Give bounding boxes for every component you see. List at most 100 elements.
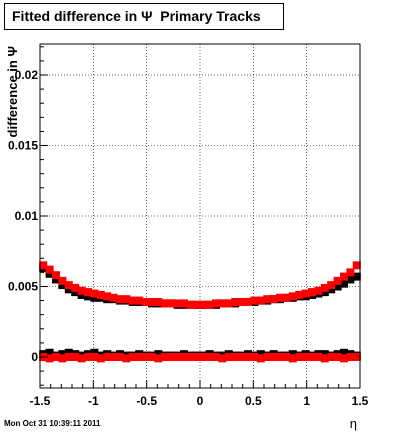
data-point xyxy=(103,352,112,361)
data-point xyxy=(346,268,355,277)
data-point xyxy=(333,282,342,291)
data-point xyxy=(167,299,176,308)
data-point xyxy=(77,290,86,299)
data-point xyxy=(103,292,112,301)
data-point xyxy=(205,300,214,309)
data-point xyxy=(340,354,348,363)
x-tick-label: 0.5 xyxy=(245,394,262,408)
data-point xyxy=(352,272,361,281)
data-point xyxy=(231,298,240,306)
data-point xyxy=(96,290,105,299)
data-point xyxy=(288,354,297,363)
y-tick-label: 0 xyxy=(31,350,38,364)
data-point xyxy=(314,352,323,361)
data-point xyxy=(205,352,214,361)
data-point xyxy=(71,283,80,292)
data-point xyxy=(160,352,169,361)
data-point xyxy=(122,295,131,304)
data-point xyxy=(192,352,201,361)
data-point xyxy=(320,350,329,359)
data-point xyxy=(340,272,348,281)
data-point xyxy=(346,275,355,284)
data-point xyxy=(160,299,169,308)
data-point xyxy=(96,354,105,363)
data-point xyxy=(282,352,291,361)
data-point xyxy=(135,296,144,305)
timestamp: Mon Oct 31 10:39:11 2011 xyxy=(4,419,101,428)
data-point xyxy=(109,293,118,302)
data-point xyxy=(237,298,246,306)
data-point xyxy=(263,352,272,361)
data-point xyxy=(212,299,220,308)
data-point xyxy=(84,292,92,301)
data-point xyxy=(250,352,259,361)
data-point xyxy=(84,352,92,361)
data-point xyxy=(64,285,73,294)
data-point xyxy=(90,352,99,361)
x-tick-label: -1 xyxy=(88,394,99,408)
data-point xyxy=(333,352,342,361)
data-point xyxy=(45,265,54,274)
x-tick-label: 0 xyxy=(197,394,204,408)
data-point xyxy=(128,352,137,361)
data-point xyxy=(45,354,54,363)
y-tick-label: 0.02 xyxy=(15,68,39,82)
data-point xyxy=(180,352,188,361)
data-point xyxy=(154,350,163,359)
x-tick-label: 1.5 xyxy=(352,394,369,408)
data-point xyxy=(122,354,131,363)
data-point xyxy=(346,352,355,361)
data-point xyxy=(224,352,233,361)
data-point xyxy=(340,279,348,288)
data-point xyxy=(352,352,361,361)
data-point xyxy=(301,352,310,361)
data-point xyxy=(327,285,336,294)
data-point xyxy=(301,289,310,298)
data-point xyxy=(173,352,182,361)
y-tick-label: 0.015 xyxy=(8,139,38,153)
data-point xyxy=(52,352,60,361)
data-point xyxy=(77,286,86,295)
data-point xyxy=(141,352,150,361)
data-point xyxy=(58,281,67,290)
data-point xyxy=(148,352,156,361)
data-point xyxy=(256,350,265,359)
data-point xyxy=(186,300,195,309)
data-point xyxy=(58,350,67,359)
data-point xyxy=(58,276,67,285)
x-tick-label: -1.5 xyxy=(30,394,51,408)
data-point xyxy=(250,296,259,305)
data-point xyxy=(237,352,246,361)
grid xyxy=(40,44,360,388)
data-point xyxy=(135,352,144,361)
data-point xyxy=(71,352,80,361)
y-tick-label: 0.01 xyxy=(15,209,39,223)
x-tick-label: 1 xyxy=(303,394,310,408)
data-point xyxy=(77,354,86,363)
data-point xyxy=(327,352,336,361)
data-point xyxy=(320,354,329,363)
data-point xyxy=(58,354,67,363)
data-markers xyxy=(39,261,361,363)
data-point xyxy=(224,299,233,308)
data-point xyxy=(148,298,156,306)
data-point xyxy=(308,352,316,361)
data-point xyxy=(64,348,73,357)
data-point xyxy=(320,283,329,292)
data-point xyxy=(52,275,60,284)
data-point xyxy=(295,290,304,299)
data-point xyxy=(218,299,227,308)
data-point xyxy=(218,354,227,363)
data-point xyxy=(256,354,265,363)
data-point xyxy=(84,288,92,297)
data-point xyxy=(71,288,80,297)
data-point xyxy=(199,352,208,361)
data-point xyxy=(128,296,137,305)
data-point xyxy=(180,299,188,308)
data-point xyxy=(352,261,361,270)
data-point xyxy=(327,281,336,290)
data-point xyxy=(173,299,182,308)
data-point xyxy=(244,298,252,306)
data-point xyxy=(199,300,208,309)
data-point xyxy=(288,292,297,301)
